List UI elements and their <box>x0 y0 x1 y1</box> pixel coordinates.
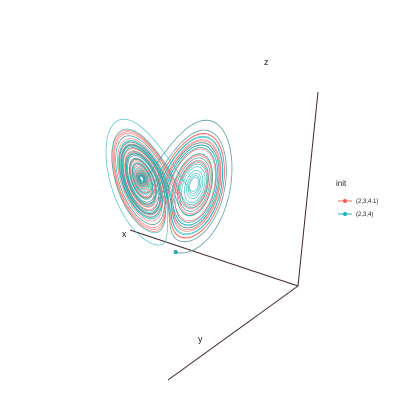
legend-title: init <box>336 179 347 188</box>
x-axis-line <box>129 229 299 287</box>
legend-key-point <box>343 212 347 216</box>
trajectory-layer <box>105 118 233 255</box>
legend: init (2,3,4.1) (2,3,4) <box>336 179 378 218</box>
series-start-point-2 <box>173 250 178 255</box>
x-axis-label: x <box>122 229 127 239</box>
y-axis-label: y <box>198 334 203 344</box>
legend-label: (2,3,4) <box>356 212 373 218</box>
y-axis-line <box>167 285 299 381</box>
z-axis-label: z <box>264 57 269 67</box>
legend-key-point <box>343 199 347 203</box>
series-line-2 <box>105 118 233 254</box>
legend-entry-2: (2,3,4) <box>338 212 373 218</box>
legend-entry-1: (2,3,4.1) <box>338 199 378 205</box>
z-axis-line <box>297 91 319 287</box>
legend-label: (2,3,4.1) <box>356 199 378 205</box>
